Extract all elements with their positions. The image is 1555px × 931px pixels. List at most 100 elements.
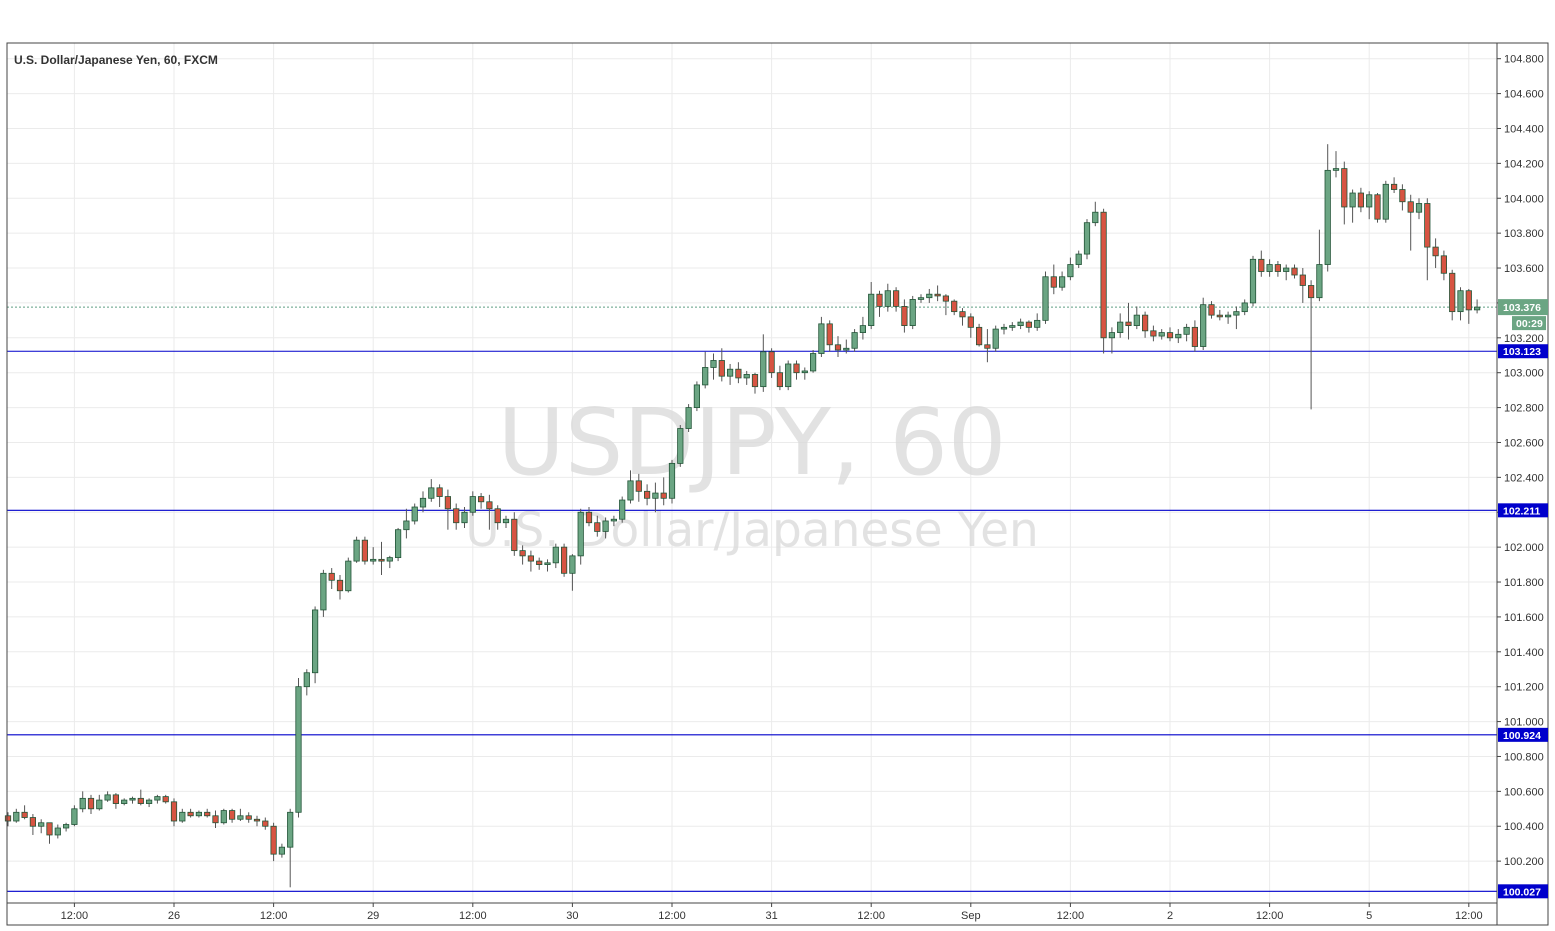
candle xyxy=(876,290,883,317)
candle xyxy=(1415,198,1423,220)
candle xyxy=(154,794,161,804)
candle-body xyxy=(170,801,178,822)
candle-body xyxy=(112,794,119,804)
candle xyxy=(660,477,667,506)
candle-body xyxy=(660,492,667,499)
candle-body xyxy=(4,815,12,822)
candle xyxy=(1175,329,1182,344)
candle-body xyxy=(1258,258,1265,272)
candle-body xyxy=(776,372,784,388)
candle xyxy=(884,283,891,312)
candle xyxy=(1108,327,1115,354)
candle xyxy=(87,794,95,815)
candle xyxy=(96,794,103,811)
candle-body xyxy=(519,550,526,557)
candle-body xyxy=(237,815,244,820)
candle xyxy=(1349,189,1356,223)
candle-body xyxy=(245,815,252,820)
candle xyxy=(4,812,12,827)
candle xyxy=(834,336,842,357)
candle-body xyxy=(270,825,277,855)
candle xyxy=(477,493,485,509)
candle-body xyxy=(453,508,460,524)
candle-body xyxy=(353,539,360,562)
candle xyxy=(71,805,78,827)
candle xyxy=(1241,299,1248,316)
last-price-label: 103.376 xyxy=(1503,302,1541,314)
candle xyxy=(951,299,958,316)
candle xyxy=(46,822,53,844)
candle xyxy=(901,299,908,333)
candle-body xyxy=(768,351,775,374)
candle-body xyxy=(204,811,211,817)
candle xyxy=(278,843,286,858)
price-tick-label: 100.200 xyxy=(1504,856,1544,868)
candle xyxy=(1449,269,1456,321)
candle xyxy=(519,545,526,565)
price-tick-label: 104.200 xyxy=(1504,158,1544,170)
watermark-name: U.S. Dollar/Japanese Yen xyxy=(465,503,1039,558)
candle-body xyxy=(577,511,584,557)
candle-body xyxy=(893,290,900,307)
candle-body xyxy=(1308,285,1315,299)
candle xyxy=(63,822,70,832)
candle xyxy=(868,281,875,330)
candle xyxy=(585,507,593,527)
candle xyxy=(1034,313,1041,331)
candle-body xyxy=(444,496,452,510)
candle xyxy=(353,536,360,563)
candle xyxy=(1233,306,1240,330)
candle xyxy=(104,791,111,802)
candle-body xyxy=(1357,192,1364,208)
candle-body xyxy=(370,558,377,562)
candle xyxy=(934,285,941,302)
candle-body xyxy=(295,686,302,813)
candle xyxy=(1465,288,1472,324)
candle xyxy=(13,808,20,823)
last-price-badge: 103.376 00:29 xyxy=(1498,299,1548,331)
candle xyxy=(121,798,128,806)
candle xyxy=(187,808,194,818)
candle-body xyxy=(486,501,493,510)
candle xyxy=(826,320,833,352)
candle xyxy=(677,425,684,467)
candle-body xyxy=(602,520,609,532)
candle xyxy=(668,459,676,504)
candle xyxy=(851,329,858,352)
candle xyxy=(1083,219,1091,260)
candle-body xyxy=(561,546,568,574)
candle xyxy=(926,288,933,303)
candle xyxy=(818,316,825,357)
line-price-badge: 100.924 xyxy=(1498,727,1548,742)
candle-body xyxy=(751,374,759,388)
candle xyxy=(859,316,867,340)
candle xyxy=(627,470,634,504)
candle-body xyxy=(1150,330,1157,337)
candle xyxy=(1208,301,1215,319)
candle-body xyxy=(1366,194,1373,208)
price-tick-label: 103.000 xyxy=(1504,368,1544,380)
candle-body xyxy=(1465,290,1472,311)
candle-body xyxy=(287,811,294,848)
candle xyxy=(21,805,28,820)
time-tick-label: 30 xyxy=(566,910,578,922)
candle xyxy=(1474,299,1481,314)
candle-body xyxy=(959,311,966,318)
price-tick-label: 102.600 xyxy=(1504,437,1544,449)
candle-body xyxy=(1216,314,1223,318)
candle-body xyxy=(627,480,634,501)
candle-body xyxy=(1374,194,1381,220)
candle xyxy=(1341,161,1348,225)
candles xyxy=(4,144,1481,888)
candle xyxy=(801,367,808,380)
candle-body xyxy=(63,824,70,829)
candle xyxy=(1191,320,1198,352)
candle-body xyxy=(677,428,684,464)
candle xyxy=(1308,280,1315,410)
candle-body xyxy=(1158,332,1165,337)
candle-body xyxy=(1341,168,1348,208)
candle xyxy=(262,817,269,830)
candle-body xyxy=(785,363,792,388)
candle-body xyxy=(1432,246,1439,257)
